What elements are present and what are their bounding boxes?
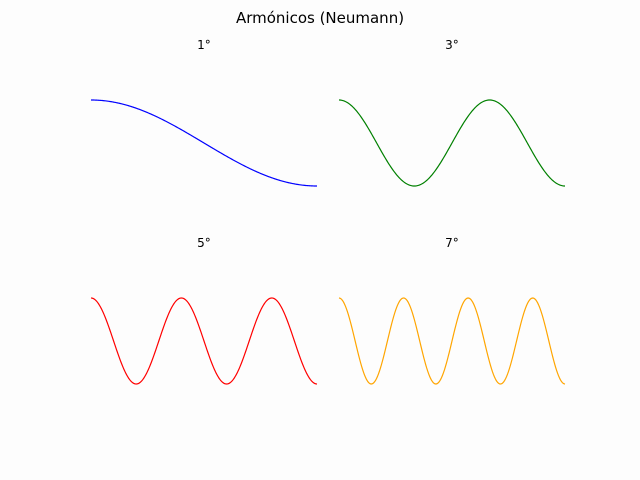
subplot-7-title: 7° — [445, 236, 459, 250]
subplot-3-title: 3° — [445, 38, 459, 52]
subplot-5-title: 5° — [197, 236, 211, 250]
harmonic-7-line — [338, 297, 566, 385]
harmonic-3-line — [338, 99, 566, 187]
figure-title: Armónicos (Neumann) — [236, 9, 404, 27]
harmonic-5-line — [90, 297, 318, 385]
subplot-3: 3° — [338, 38, 566, 187]
subplot-7: 7° — [338, 236, 566, 385]
subplot-5: 5° — [90, 236, 318, 385]
subplot-1: 1° — [91, 38, 317, 187]
harmonic-1-line — [91, 99, 317, 187]
subplot-1-title: 1° — [197, 38, 211, 52]
